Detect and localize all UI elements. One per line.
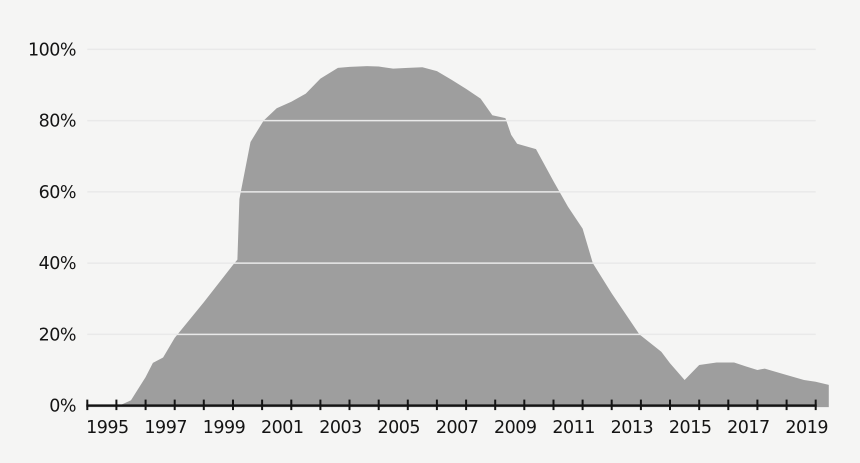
x-tick-label-2017: 2017 xyxy=(727,418,770,438)
y-tick-label-80: 80% xyxy=(39,112,76,132)
y-tick-label-40: 40% xyxy=(39,254,76,274)
x-tick-label-2015: 2015 xyxy=(669,418,712,438)
x-tick-label-2009: 2009 xyxy=(494,418,537,438)
x-tick-label-2001: 2001 xyxy=(261,418,304,438)
x-tick-label-1997: 1997 xyxy=(144,418,187,438)
x-axis xyxy=(86,399,817,411)
x-axis-tick-labels: 1995 1997 1999 2001 2003 2005 2007 2009 2011 2013… xyxy=(86,418,828,438)
x-tick-label-2007: 2007 xyxy=(436,418,479,438)
x-tick-label-2013: 2013 xyxy=(611,418,654,438)
y-tick-label-100: 100% xyxy=(28,40,76,60)
x-tick-label-2003: 2003 xyxy=(319,418,362,438)
x-tick-label-2011: 2011 xyxy=(552,418,595,438)
y-axis-tick-labels: 0% 20% 40% 60% 80% 100% xyxy=(28,40,77,417)
y-tick-label-60: 60% xyxy=(39,183,76,203)
x-tick-label-2019: 2019 xyxy=(785,418,828,438)
y-tick-label-0: 0% xyxy=(49,397,76,417)
gridlines xyxy=(87,48,816,336)
x-tick-label-1999: 1999 xyxy=(203,418,246,438)
y-tick-label-20: 20% xyxy=(39,325,76,345)
x-tick-label-1995: 1995 xyxy=(86,418,129,438)
area-series-fill xyxy=(87,66,829,408)
x-tick-label-2005: 2005 xyxy=(378,418,421,438)
